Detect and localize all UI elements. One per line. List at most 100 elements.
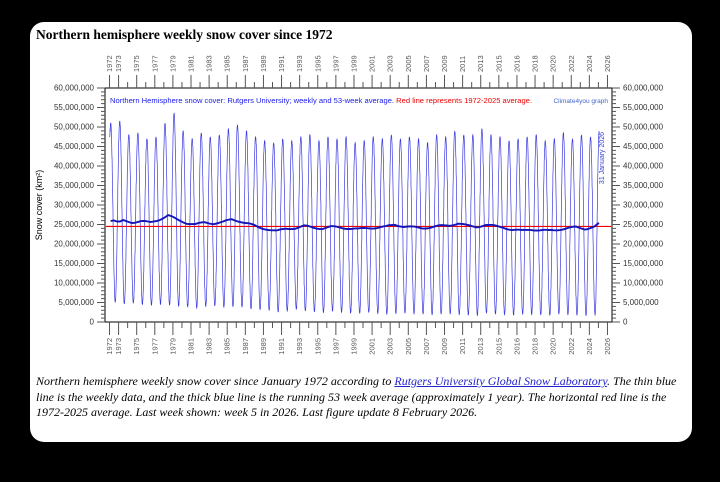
svg-text:Snow cover (km²): Snow cover (km²): [34, 170, 44, 241]
svg-text:5,000,000: 5,000,000: [623, 298, 659, 307]
svg-text:2013: 2013: [476, 338, 485, 355]
watermark: Climate4you graph: [553, 98, 608, 105]
svg-text:60,000,000: 60,000,000: [54, 84, 95, 93]
svg-text:1989: 1989: [259, 338, 268, 355]
svg-text:55,000,000: 55,000,000: [54, 103, 95, 112]
svg-text:2013: 2013: [476, 55, 485, 72]
svg-text:45,000,000: 45,000,000: [623, 142, 664, 151]
svg-text:5,000,000: 5,000,000: [58, 298, 94, 307]
svg-text:2026: 2026: [603, 55, 612, 72]
svg-text:1973: 1973: [114, 55, 123, 72]
svg-text:2003: 2003: [386, 55, 395, 72]
svg-text:35,000,000: 35,000,000: [623, 181, 664, 190]
svg-text:1983: 1983: [205, 338, 214, 355]
svg-text:35,000,000: 35,000,000: [54, 181, 95, 190]
svg-text:20,000,000: 20,000,000: [623, 240, 664, 249]
svg-text:2001: 2001: [368, 55, 377, 72]
svg-text:2018: 2018: [531, 55, 540, 72]
svg-text:2009: 2009: [440, 55, 449, 72]
svg-text:1993: 1993: [295, 55, 304, 72]
svg-text:1981: 1981: [187, 338, 196, 355]
svg-text:40,000,000: 40,000,000: [623, 162, 664, 171]
last-data-note: 31 January 2026: [599, 132, 606, 184]
svg-text:2020: 2020: [549, 338, 558, 355]
svg-text:1997: 1997: [331, 338, 340, 355]
svg-text:1987: 1987: [241, 55, 250, 72]
svg-text:60,000,000: 60,000,000: [623, 84, 664, 93]
svg-text:1972: 1972: [105, 55, 114, 72]
avg53-line: [110, 214, 600, 232]
svg-text:Northern Hemisphere snow cover: Northern Hemisphere snow cover: Rutgers …: [110, 96, 532, 105]
svg-text:1981: 1981: [187, 55, 196, 72]
svg-text:2016: 2016: [512, 55, 521, 72]
svg-text:2003: 2003: [386, 338, 395, 355]
svg-text:2026: 2026: [603, 338, 612, 355]
svg-text:2009: 2009: [440, 338, 449, 355]
svg-text:1991: 1991: [277, 338, 286, 355]
caption-text: Northern hemisphere weekly snow cover si…: [36, 374, 395, 388]
svg-text:30,000,000: 30,000,000: [54, 201, 95, 210]
svg-text:2005: 2005: [404, 338, 413, 355]
svg-text:2001: 2001: [368, 338, 377, 355]
svg-text:50,000,000: 50,000,000: [54, 123, 95, 132]
caption-line-1: Northern hemisphere weekly snow cover si…: [36, 374, 690, 390]
svg-text:2020: 2020: [549, 55, 558, 72]
svg-text:20,000,000: 20,000,000: [54, 240, 95, 249]
svg-text:15,000,000: 15,000,000: [623, 259, 664, 268]
svg-text:2011: 2011: [458, 56, 467, 72]
svg-text:1999: 1999: [349, 338, 358, 355]
svg-text:1987: 1987: [241, 338, 250, 355]
svg-text:30,000,000: 30,000,000: [623, 201, 664, 210]
svg-text:40,000,000: 40,000,000: [54, 162, 95, 171]
svg-text:50,000,000: 50,000,000: [623, 123, 664, 132]
svg-text:1979: 1979: [168, 338, 177, 355]
svg-text:2022: 2022: [567, 338, 576, 355]
svg-text:0: 0: [623, 318, 628, 327]
rutgers-link[interactable]: Rutgers University Global Snow Laborator…: [394, 374, 608, 388]
svg-text:1985: 1985: [223, 338, 232, 355]
plot-annotations: Northern Hemisphere snow cover: Rutgers …: [110, 96, 608, 184]
caption-line-2: line is the weekly data, and the thick b…: [36, 389, 667, 404]
svg-text:1972: 1972: [105, 338, 114, 355]
svg-text:45,000,000: 45,000,000: [54, 142, 95, 151]
svg-text:2015: 2015: [494, 55, 503, 72]
svg-text:2022: 2022: [567, 55, 576, 72]
svg-text:0: 0: [90, 318, 95, 327]
svg-text:15,000,000: 15,000,000: [54, 259, 95, 268]
svg-text:1991: 1991: [277, 55, 286, 72]
snow-cover-chart: 0 0 5,000,000 5,000,000 10,000,000 10,000,000…: [34, 55, 664, 354]
svg-text:2024: 2024: [585, 338, 594, 355]
svg-text:2005: 2005: [404, 55, 413, 72]
svg-text:1989: 1989: [259, 55, 268, 72]
svg-text:1985: 1985: [223, 55, 232, 72]
svg-text:1983: 1983: [205, 55, 214, 72]
axes: 0 0 5,000,000 5,000,000 10,000,000 10,000,000…: [34, 55, 664, 354]
svg-text:1975: 1975: [132, 338, 141, 355]
svg-text:10,000,000: 10,000,000: [623, 279, 664, 288]
weekly-line: [109, 112, 600, 317]
page-title: Northern hemisphere weekly snow cover si…: [36, 27, 333, 42]
figure-caption: Northern hemisphere weekly snow cover si…: [36, 374, 690, 421]
svg-text:1973: 1973: [114, 338, 123, 355]
caption-line-3: 1972-2025 average. Last week shown: week…: [36, 405, 478, 419]
svg-text:1975: 1975: [132, 55, 141, 72]
svg-text:1977: 1977: [150, 338, 159, 355]
svg-text:10,000,000: 10,000,000: [54, 279, 95, 288]
svg-text:1993: 1993: [295, 338, 304, 355]
caption-text: . The thin blue: [607, 374, 677, 388]
svg-text:1995: 1995: [313, 55, 322, 72]
svg-text:1997: 1997: [331, 55, 340, 72]
svg-text:2018: 2018: [531, 338, 540, 355]
svg-text:25,000,000: 25,000,000: [54, 220, 95, 229]
svg-text:1995: 1995: [313, 338, 322, 355]
svg-text:2016: 2016: [512, 338, 521, 355]
svg-text:55,000,000: 55,000,000: [623, 103, 664, 112]
svg-text:1977: 1977: [150, 55, 159, 72]
svg-text:25,000,000: 25,000,000: [623, 220, 664, 229]
svg-text:2024: 2024: [585, 55, 594, 72]
svg-text:1999: 1999: [349, 55, 358, 72]
svg-text:2007: 2007: [422, 338, 431, 355]
svg-text:2007: 2007: [422, 55, 431, 72]
chart-card: Northern hemisphere weekly snow cover si…: [30, 22, 692, 442]
svg-text:2015: 2015: [494, 338, 503, 355]
